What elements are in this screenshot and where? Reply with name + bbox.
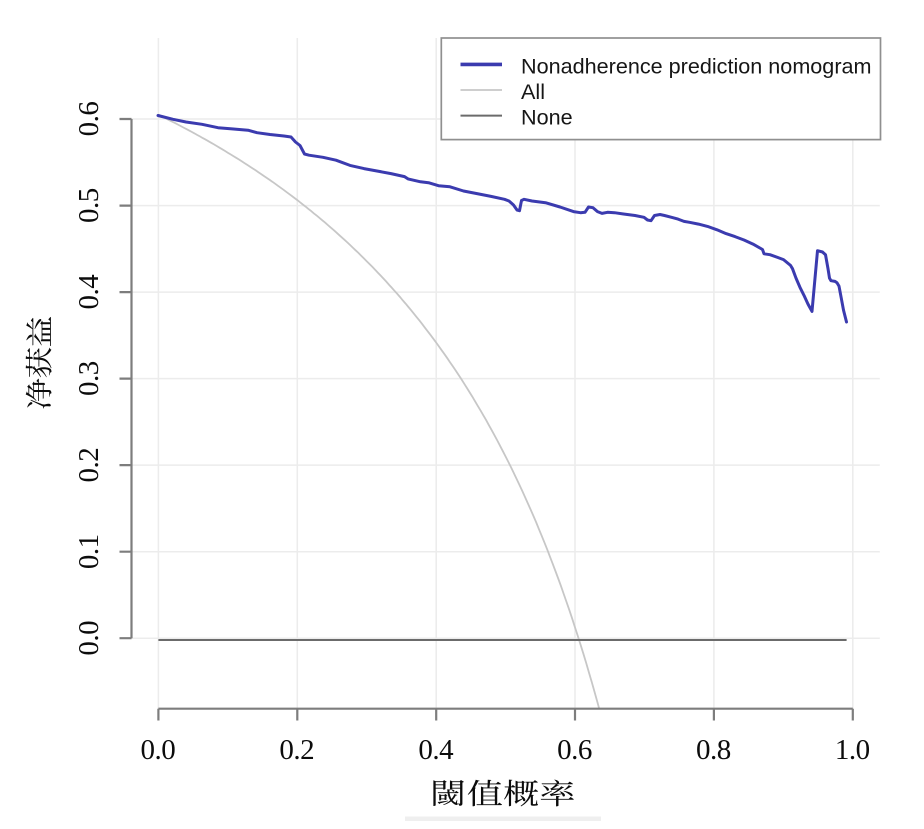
svg-text:0.0: 0.0 [141, 734, 176, 766]
svg-text:0.8: 0.8 [696, 734, 731, 766]
svg-text:None: None [521, 104, 573, 129]
svg-text:0.6: 0.6 [73, 102, 105, 137]
svg-text:0.3: 0.3 [73, 361, 105, 396]
svg-text:0.4: 0.4 [418, 734, 454, 766]
svg-text:0.4: 0.4 [73, 274, 105, 310]
svg-text:Nonadherence prediction nomogr: Nonadherence prediction nomogram [521, 53, 872, 78]
svg-text:0.5: 0.5 [73, 188, 105, 223]
svg-text:0.0: 0.0 [73, 621, 105, 656]
svg-text:1.0: 1.0 [835, 734, 870, 766]
svg-text:0.1: 0.1 [73, 534, 105, 569]
svg-text:0.2: 0.2 [73, 448, 105, 483]
svg-text:All: All [521, 79, 545, 104]
svg-text:0.6: 0.6 [557, 734, 592, 766]
svg-text:0.2: 0.2 [279, 734, 314, 766]
